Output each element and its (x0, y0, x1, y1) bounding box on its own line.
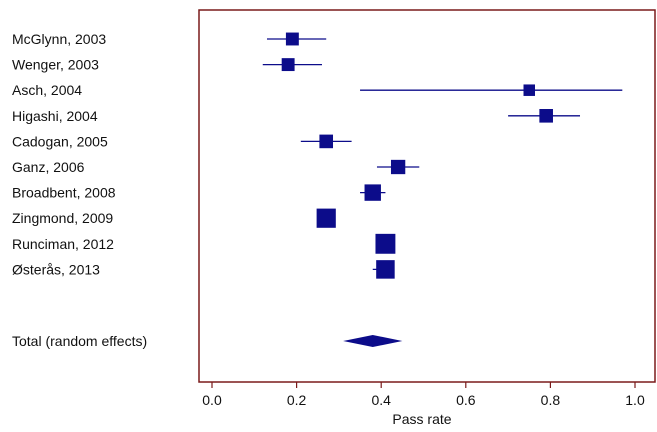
x-axis-label: Pass rate (392, 411, 451, 427)
point-estimate (281, 58, 295, 72)
point-estimate (376, 260, 395, 279)
point-estimate (319, 134, 334, 149)
study-label: Broadbent, 2008 (12, 185, 116, 201)
study-label: Higashi, 2004 (12, 108, 98, 124)
study-label: McGlynn, 2003 (12, 31, 106, 47)
point-estimate (285, 32, 299, 46)
x-tick-label: 1.0 (625, 392, 645, 408)
point-estimate (316, 208, 336, 228)
x-tick-label: 0.0 (202, 392, 222, 408)
point-estimate (390, 159, 406, 175)
x-tick-label: 0.8 (541, 392, 561, 408)
point-estimate (364, 184, 381, 201)
study-label: Østerås, 2013 (12, 261, 100, 277)
study-labels: McGlynn, 2003 Wenger, 2003 Asch, 2004 Higas… (12, 31, 147, 349)
x-tick-label: 0.4 (371, 392, 391, 408)
point-estimate (375, 233, 396, 254)
study-label: Wenger, 2003 (12, 57, 99, 73)
study-marks (262, 32, 623, 347)
x-axis-ticks: 0.0 0.2 0.4 0.6 0.8 1.0 (202, 382, 645, 408)
study-label: Asch, 2004 (12, 82, 82, 98)
study-label: Ganz, 2006 (12, 159, 85, 175)
plot-frame (198, 9, 656, 383)
study-label: Runciman, 2012 (12, 236, 114, 252)
point-estimate (523, 84, 535, 96)
total-label: Total (random effects) (12, 333, 147, 349)
point-estimate (539, 109, 553, 123)
study-label: Zingmond, 2009 (12, 210, 113, 226)
x-tick-label: 0.6 (456, 392, 476, 408)
study-label: Cadogan, 2005 (12, 133, 108, 149)
x-tick-label: 0.2 (287, 392, 307, 408)
total-diamond (343, 335, 403, 347)
